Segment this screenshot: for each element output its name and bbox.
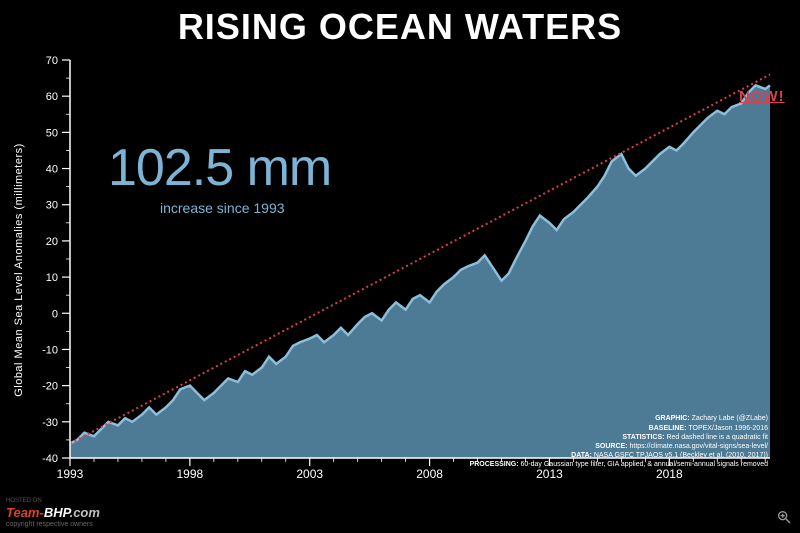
host-brand: Team-BHP.com bbox=[6, 505, 100, 521]
host-footer: HOSTED ON Team-BHP.com copyright respect… bbox=[6, 498, 100, 529]
credit-line: DATA: NASA GSFC TPJAOS v5.1 (Beckley et … bbox=[470, 451, 768, 460]
credit-line: BASELINE: TOPEX/Jason 1996-2016 bbox=[470, 424, 768, 433]
x-tick-label: 2003 bbox=[296, 467, 323, 481]
now-annotation: NOW! bbox=[739, 88, 785, 105]
credits-block: GRAPHIC: Zachary Labe (@ZLabe)BASELINE: … bbox=[470, 414, 768, 469]
copyright-note: copyright respective owners bbox=[6, 521, 100, 529]
y-tick-label: 30 bbox=[46, 200, 58, 212]
y-tick-label: -10 bbox=[42, 344, 58, 356]
x-tick-label: 2013 bbox=[536, 467, 563, 481]
headline-subtitle: increase since 1993 bbox=[160, 200, 285, 216]
y-axis-label: Global Mean Sea Level Anomalies (millime… bbox=[10, 60, 28, 480]
y-tick-label: 0 bbox=[52, 308, 58, 320]
y-tick-label: 10 bbox=[46, 272, 58, 284]
credit-line: GRAPHIC: Zachary Labe (@ZLabe) bbox=[470, 414, 768, 423]
chart-title: RISING OCEAN WATERS bbox=[0, 6, 800, 48]
credit-line: PROCESSING: 60-day Gaussian type filter,… bbox=[470, 460, 768, 469]
x-tick-label: 1993 bbox=[57, 467, 84, 481]
x-tick-label: 1998 bbox=[177, 467, 204, 481]
y-tick-label: 70 bbox=[46, 55, 58, 67]
hosted-on-label: HOSTED ON bbox=[6, 498, 100, 505]
x-tick-label: 2018 bbox=[656, 467, 683, 481]
y-tick-label: -20 bbox=[42, 381, 58, 393]
magnify-icon[interactable] bbox=[776, 509, 792, 525]
headline-value: 102.5 mm bbox=[108, 142, 331, 194]
y-tick-label: 20 bbox=[46, 236, 58, 248]
credit-line: STATISTICS: Red dashed line is a quadrat… bbox=[470, 433, 768, 442]
x-tick-label: 2008 bbox=[416, 467, 443, 481]
y-tick-label: 40 bbox=[46, 164, 58, 176]
credit-line: SOURCE: https://climate.nasa.gov/vital-s… bbox=[470, 442, 768, 451]
y-tick-label: -30 bbox=[42, 417, 58, 429]
y-tick-label: 50 bbox=[46, 127, 58, 139]
y-tick-label: -40 bbox=[42, 453, 58, 465]
y-tick-label: 60 bbox=[46, 91, 58, 103]
